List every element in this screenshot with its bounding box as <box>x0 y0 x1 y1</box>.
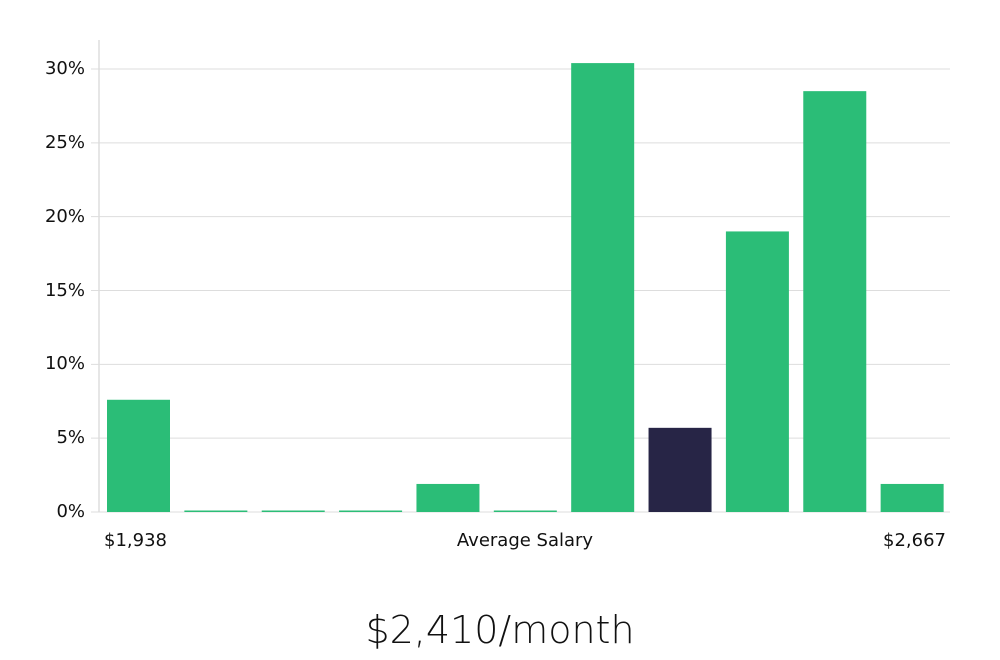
y-tick-label: 0% <box>56 501 85 522</box>
histogram-bar <box>571 63 635 513</box>
histogram-bar <box>261 510 325 512</box>
average-salary-value: $2,410/month <box>365 608 635 652</box>
histogram-bar <box>803 91 867 513</box>
y-tick-label: 25% <box>44 131 85 153</box>
x-axis-label: Average Salary <box>456 530 594 551</box>
histogram-bar <box>184 510 248 512</box>
histogram-bar <box>880 483 944 512</box>
histogram-bar <box>725 231 789 512</box>
histogram-bar <box>107 399 170 512</box>
x-min-label: $1,938 <box>104 530 167 551</box>
y-tick-label: 30% <box>44 58 85 79</box>
histogram-bar <box>339 510 403 512</box>
histogram-bar <box>493 510 557 512</box>
y-tick-label: 20% <box>44 205 85 227</box>
highlighted-bar <box>648 427 712 512</box>
y-tick-label: 5% <box>56 427 85 449</box>
histogram-bar <box>416 483 480 512</box>
x-max-label: $2,667 <box>883 530 946 551</box>
y-tick-label: 15% <box>44 279 85 301</box>
y-tick-label: 10% <box>44 353 85 375</box>
